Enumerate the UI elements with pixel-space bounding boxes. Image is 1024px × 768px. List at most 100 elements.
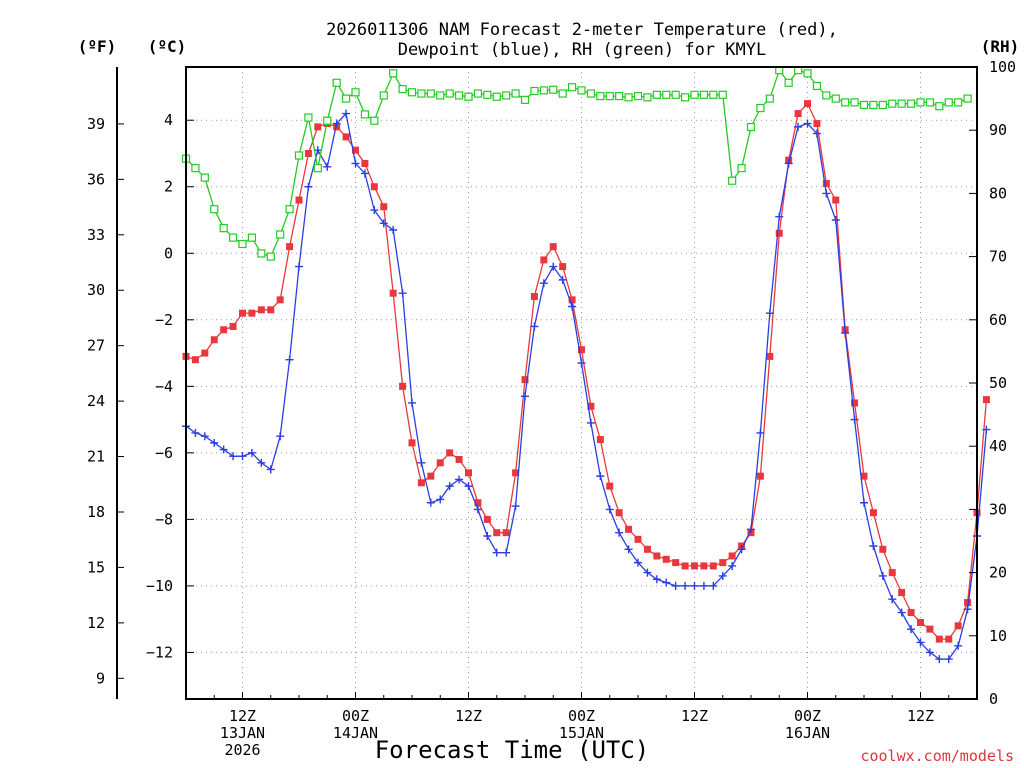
temperature-point bbox=[935, 635, 943, 643]
dewpoint-point bbox=[577, 359, 586, 368]
dewpoint-point bbox=[266, 465, 275, 474]
rh-tick-label: 20 bbox=[989, 564, 1007, 582]
dewpoint-point bbox=[219, 445, 228, 454]
dewpoint-point bbox=[718, 571, 727, 580]
fahrenheit-tick-label: 21 bbox=[87, 448, 105, 466]
dewpoint-point bbox=[229, 452, 238, 461]
rh-point bbox=[690, 90, 699, 99]
dewpoint-point bbox=[360, 169, 369, 178]
rh-point bbox=[426, 89, 435, 98]
rh-point bbox=[483, 90, 492, 99]
x-tick-label: 00Z bbox=[342, 707, 369, 725]
dewpoint-point bbox=[822, 189, 831, 198]
rh-point bbox=[332, 78, 341, 87]
rh-point bbox=[897, 99, 906, 108]
rh-point bbox=[784, 78, 793, 87]
temperature-markers bbox=[182, 100, 990, 643]
dewpoint-point bbox=[671, 581, 680, 590]
temperature-point bbox=[493, 529, 501, 537]
rh-point bbox=[530, 86, 539, 96]
rh-point bbox=[285, 205, 294, 214]
rh-point bbox=[944, 98, 953, 107]
credit-text: coolwx.com/models bbox=[860, 747, 1014, 765]
rh-point bbox=[219, 224, 228, 233]
dewpoint-point bbox=[332, 119, 341, 128]
dewpoint-point bbox=[869, 541, 878, 550]
temperature-point bbox=[662, 555, 670, 563]
rh-point bbox=[841, 98, 850, 107]
temperature-point bbox=[352, 146, 359, 154]
dewpoint-point bbox=[530, 322, 539, 331]
x-tick-label: 14JAN bbox=[333, 724, 378, 742]
x-axis-title: Forecast Time (UTC) bbox=[375, 736, 650, 764]
rh-point bbox=[313, 164, 322, 173]
chart-title-line-1: 2026011306 NAM Forecast 2-meter Temperat… bbox=[326, 20, 838, 40]
rh-tick-label: 30 bbox=[989, 500, 1007, 518]
dewpoint-point bbox=[398, 289, 407, 298]
rh-point bbox=[407, 88, 417, 97]
rh-point bbox=[633, 91, 643, 101]
rh-tick-label: 70 bbox=[989, 248, 1007, 266]
temperature-point bbox=[342, 133, 350, 141]
celsius-tick-label: −12 bbox=[146, 643, 173, 661]
rh-point bbox=[228, 233, 238, 242]
temperature-point bbox=[982, 396, 990, 404]
temperature-point bbox=[964, 599, 972, 607]
dewpoint-point bbox=[963, 605, 972, 614]
dewpoint-point bbox=[596, 472, 605, 481]
dewpoint-point bbox=[549, 262, 558, 271]
temperature-point bbox=[229, 322, 237, 330]
dewpoint-point bbox=[426, 498, 435, 507]
rh-point bbox=[473, 89, 483, 98]
temperature-point bbox=[653, 552, 661, 560]
rh-point bbox=[370, 116, 379, 125]
rh-point bbox=[454, 91, 464, 100]
dewpoint-point bbox=[511, 502, 520, 511]
dewpoint-point bbox=[492, 548, 501, 557]
temperature-point bbox=[954, 622, 962, 630]
rh-tick-label: 10 bbox=[989, 627, 1007, 645]
temperature-point bbox=[408, 439, 416, 447]
rh-point bbox=[935, 102, 944, 111]
dewpoint-point bbox=[483, 532, 492, 541]
rh-point bbox=[304, 113, 313, 122]
rh-markers bbox=[181, 66, 972, 261]
dewpoint-point bbox=[841, 329, 850, 338]
x-tick-label: 12Z bbox=[229, 707, 256, 725]
fahrenheit-tick-label: 30 bbox=[87, 281, 105, 299]
temperature-point bbox=[832, 196, 840, 204]
rh-point bbox=[294, 151, 304, 160]
rh-point bbox=[266, 252, 275, 261]
dewpoint-point bbox=[379, 219, 388, 228]
dewpoint-point bbox=[295, 262, 303, 271]
temperature-point bbox=[898, 589, 906, 597]
fahrenheit-unit-label: (ºF) bbox=[78, 37, 117, 56]
rh-point bbox=[492, 92, 501, 101]
temperature-point bbox=[304, 149, 312, 157]
temperature-point bbox=[596, 436, 604, 444]
dewpoint-line bbox=[185, 112, 988, 660]
dewpoint-point bbox=[794, 122, 803, 131]
dewpoint-point bbox=[313, 146, 322, 155]
rh-point bbox=[276, 230, 285, 239]
rh-point bbox=[643, 93, 652, 102]
temperature-point bbox=[248, 309, 256, 317]
chart-title-line-2: Dewpoint (blue), RH (green) for KMYL bbox=[398, 40, 766, 60]
dewpoint-point bbox=[558, 275, 567, 284]
x-tick-label: 2026 bbox=[224, 741, 260, 759]
temperature-point bbox=[672, 559, 680, 567]
temperature-point bbox=[389, 289, 397, 297]
temperature-point bbox=[945, 635, 953, 643]
dewpoint-point bbox=[709, 581, 718, 590]
fahrenheit-tick-label: 33 bbox=[87, 226, 105, 244]
rh-point bbox=[398, 85, 407, 94]
rh-point bbox=[520, 95, 530, 104]
rh-point bbox=[812, 81, 822, 91]
rh-point bbox=[389, 69, 398, 78]
dewpoint-point bbox=[191, 428, 200, 437]
temperature-point bbox=[502, 529, 510, 537]
rh-point bbox=[567, 83, 577, 92]
dewpoint-point bbox=[257, 458, 266, 467]
